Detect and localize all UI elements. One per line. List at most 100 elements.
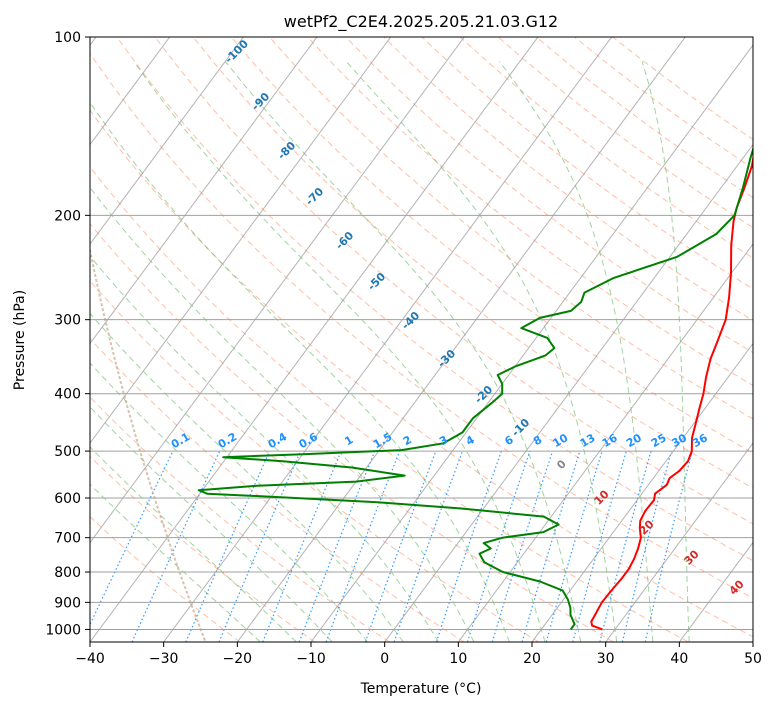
dry-adiabat <box>90 455 315 642</box>
moist-adiabat <box>225 61 582 642</box>
dry-adiabat <box>192 37 753 489</box>
mixing-ratio-line <box>644 450 693 642</box>
isotherm-line <box>752 641 753 642</box>
dry-adiabat <box>90 516 241 642</box>
mixing-ratio-line <box>298 450 376 642</box>
mixing-ratio-line <box>466 450 531 642</box>
mixing-ratio-line <box>131 450 221 642</box>
moist-adiabat <box>90 446 297 642</box>
moist-adiabat <box>90 483 261 642</box>
isotherm-label: -10 <box>509 416 532 439</box>
isotherm-line <box>163 37 613 642</box>
isotherm-line <box>90 37 539 642</box>
mixing-ratio-label: 8 <box>531 433 544 448</box>
moist-adiabat <box>90 255 439 642</box>
moist-adiabat <box>346 61 618 642</box>
moist-adiabat <box>90 312 404 642</box>
y-tick-label: 400 <box>54 387 81 403</box>
mixing-ratio-label: 0.2 <box>216 430 239 451</box>
y-tick-label: 1000 <box>45 622 81 638</box>
profile-line <box>197 145 753 630</box>
isotherm-line <box>531 342 753 642</box>
x-tick-label: 30 <box>597 651 615 667</box>
mixing-ratio-line <box>435 450 502 642</box>
mixing-ratio-label: 20 <box>624 431 644 450</box>
mixing-ratio-label: 4 <box>464 433 477 448</box>
chart-title: wetPf2_C2E4.2025.205.21.03.G12 <box>284 12 558 32</box>
dry-adiabat <box>90 337 465 642</box>
x-axis-label: Temperature (°C) <box>360 681 482 697</box>
mixing-ratio-label: 1 <box>342 433 355 448</box>
x-tick-label: −30 <box>149 651 179 667</box>
y-tick-label: 200 <box>54 208 81 224</box>
isotherm-line <box>90 37 465 544</box>
mixing-ratio-line <box>185 450 271 642</box>
isotherm-line <box>457 243 753 642</box>
dry-adiabat <box>383 37 753 322</box>
dry-adiabat <box>421 37 753 290</box>
mixing-ratio-label: 1.5 <box>371 430 394 451</box>
y-tick-label: 700 <box>54 531 81 547</box>
mixing-ratio-line <box>218 450 302 642</box>
isotherm-label: -70 <box>303 185 326 208</box>
dry-adiabat <box>535 37 753 199</box>
isotherm-label: 0 <box>554 457 569 472</box>
x-tick-label: −10 <box>296 651 326 667</box>
isotherm-label: -40 <box>399 309 422 332</box>
series-lines <box>197 145 753 631</box>
x-tick-label: 40 <box>670 651 688 667</box>
mixing-ratio-line <box>393 450 464 642</box>
x-tick-label: 20 <box>523 651 541 667</box>
dry-adiabat <box>574 37 753 169</box>
x-tick-label: −40 <box>75 651 105 667</box>
mixing-ratio-line <box>325 450 401 642</box>
y-tick-label: 900 <box>54 595 81 611</box>
dry-adiabat <box>90 52 753 599</box>
moist-adiabat <box>90 362 369 642</box>
isotherm-label: -80 <box>275 139 298 162</box>
isotherm-label: -30 <box>435 347 458 370</box>
mixing-ratio-line <box>572 450 627 642</box>
mixing-ratio-label: 0.1 <box>169 430 192 451</box>
dry-adiabat <box>90 396 390 642</box>
dry-adiabat <box>269 37 753 420</box>
dry-adiabat <box>90 109 753 638</box>
moist-adiabat <box>90 101 510 642</box>
isotherm-line <box>310 44 753 642</box>
isotherm-line <box>90 37 171 146</box>
isotherm-label: -90 <box>249 90 272 113</box>
profile-line <box>590 153 753 631</box>
mixing-ratio-label: 13 <box>578 431 598 450</box>
moist-adiabat <box>498 61 654 642</box>
y-axis-label: Pressure (hPa) <box>12 290 28 390</box>
dry-adiabat <box>90 222 614 642</box>
isotherm-label: 40 <box>727 577 747 597</box>
axes: −40 −30 −20 −10 0 10 20 30 40 5010020030040050060… <box>45 30 762 667</box>
isotherm-line <box>605 442 753 642</box>
y-tick-label: 500 <box>54 444 81 460</box>
isotherm-label: 30 <box>682 547 702 567</box>
mixing-ratio-line <box>491 450 554 642</box>
moist-adiabat <box>641 61 690 642</box>
y-tick-label: 100 <box>54 30 81 46</box>
mixing-ratio-line <box>90 450 174 626</box>
moist-adiabat <box>90 186 475 642</box>
mixing-ratio-label: 2 <box>401 433 414 448</box>
mixing-ratio-line <box>262 450 342 642</box>
isotherm-line <box>90 37 318 345</box>
isotherm-label: -60 <box>333 229 356 252</box>
isotherm-line <box>90 37 392 444</box>
outer-adiabat-curve <box>90 245 207 642</box>
isotherm-label: -100 <box>222 37 251 66</box>
x-tick-label: −20 <box>223 651 253 667</box>
mixing-ratio-label: 0.4 <box>266 430 290 451</box>
y-tick-label: 800 <box>54 565 81 581</box>
background-lines <box>90 37 753 642</box>
y-tick-label: 600 <box>54 491 81 507</box>
dry-adiabat <box>307 37 753 387</box>
mixing-ratio-line <box>621 450 673 642</box>
x-tick-label: 50 <box>744 651 762 667</box>
isotherm-label: -50 <box>365 270 388 293</box>
mixing-ratio-label: 10 <box>550 431 570 450</box>
